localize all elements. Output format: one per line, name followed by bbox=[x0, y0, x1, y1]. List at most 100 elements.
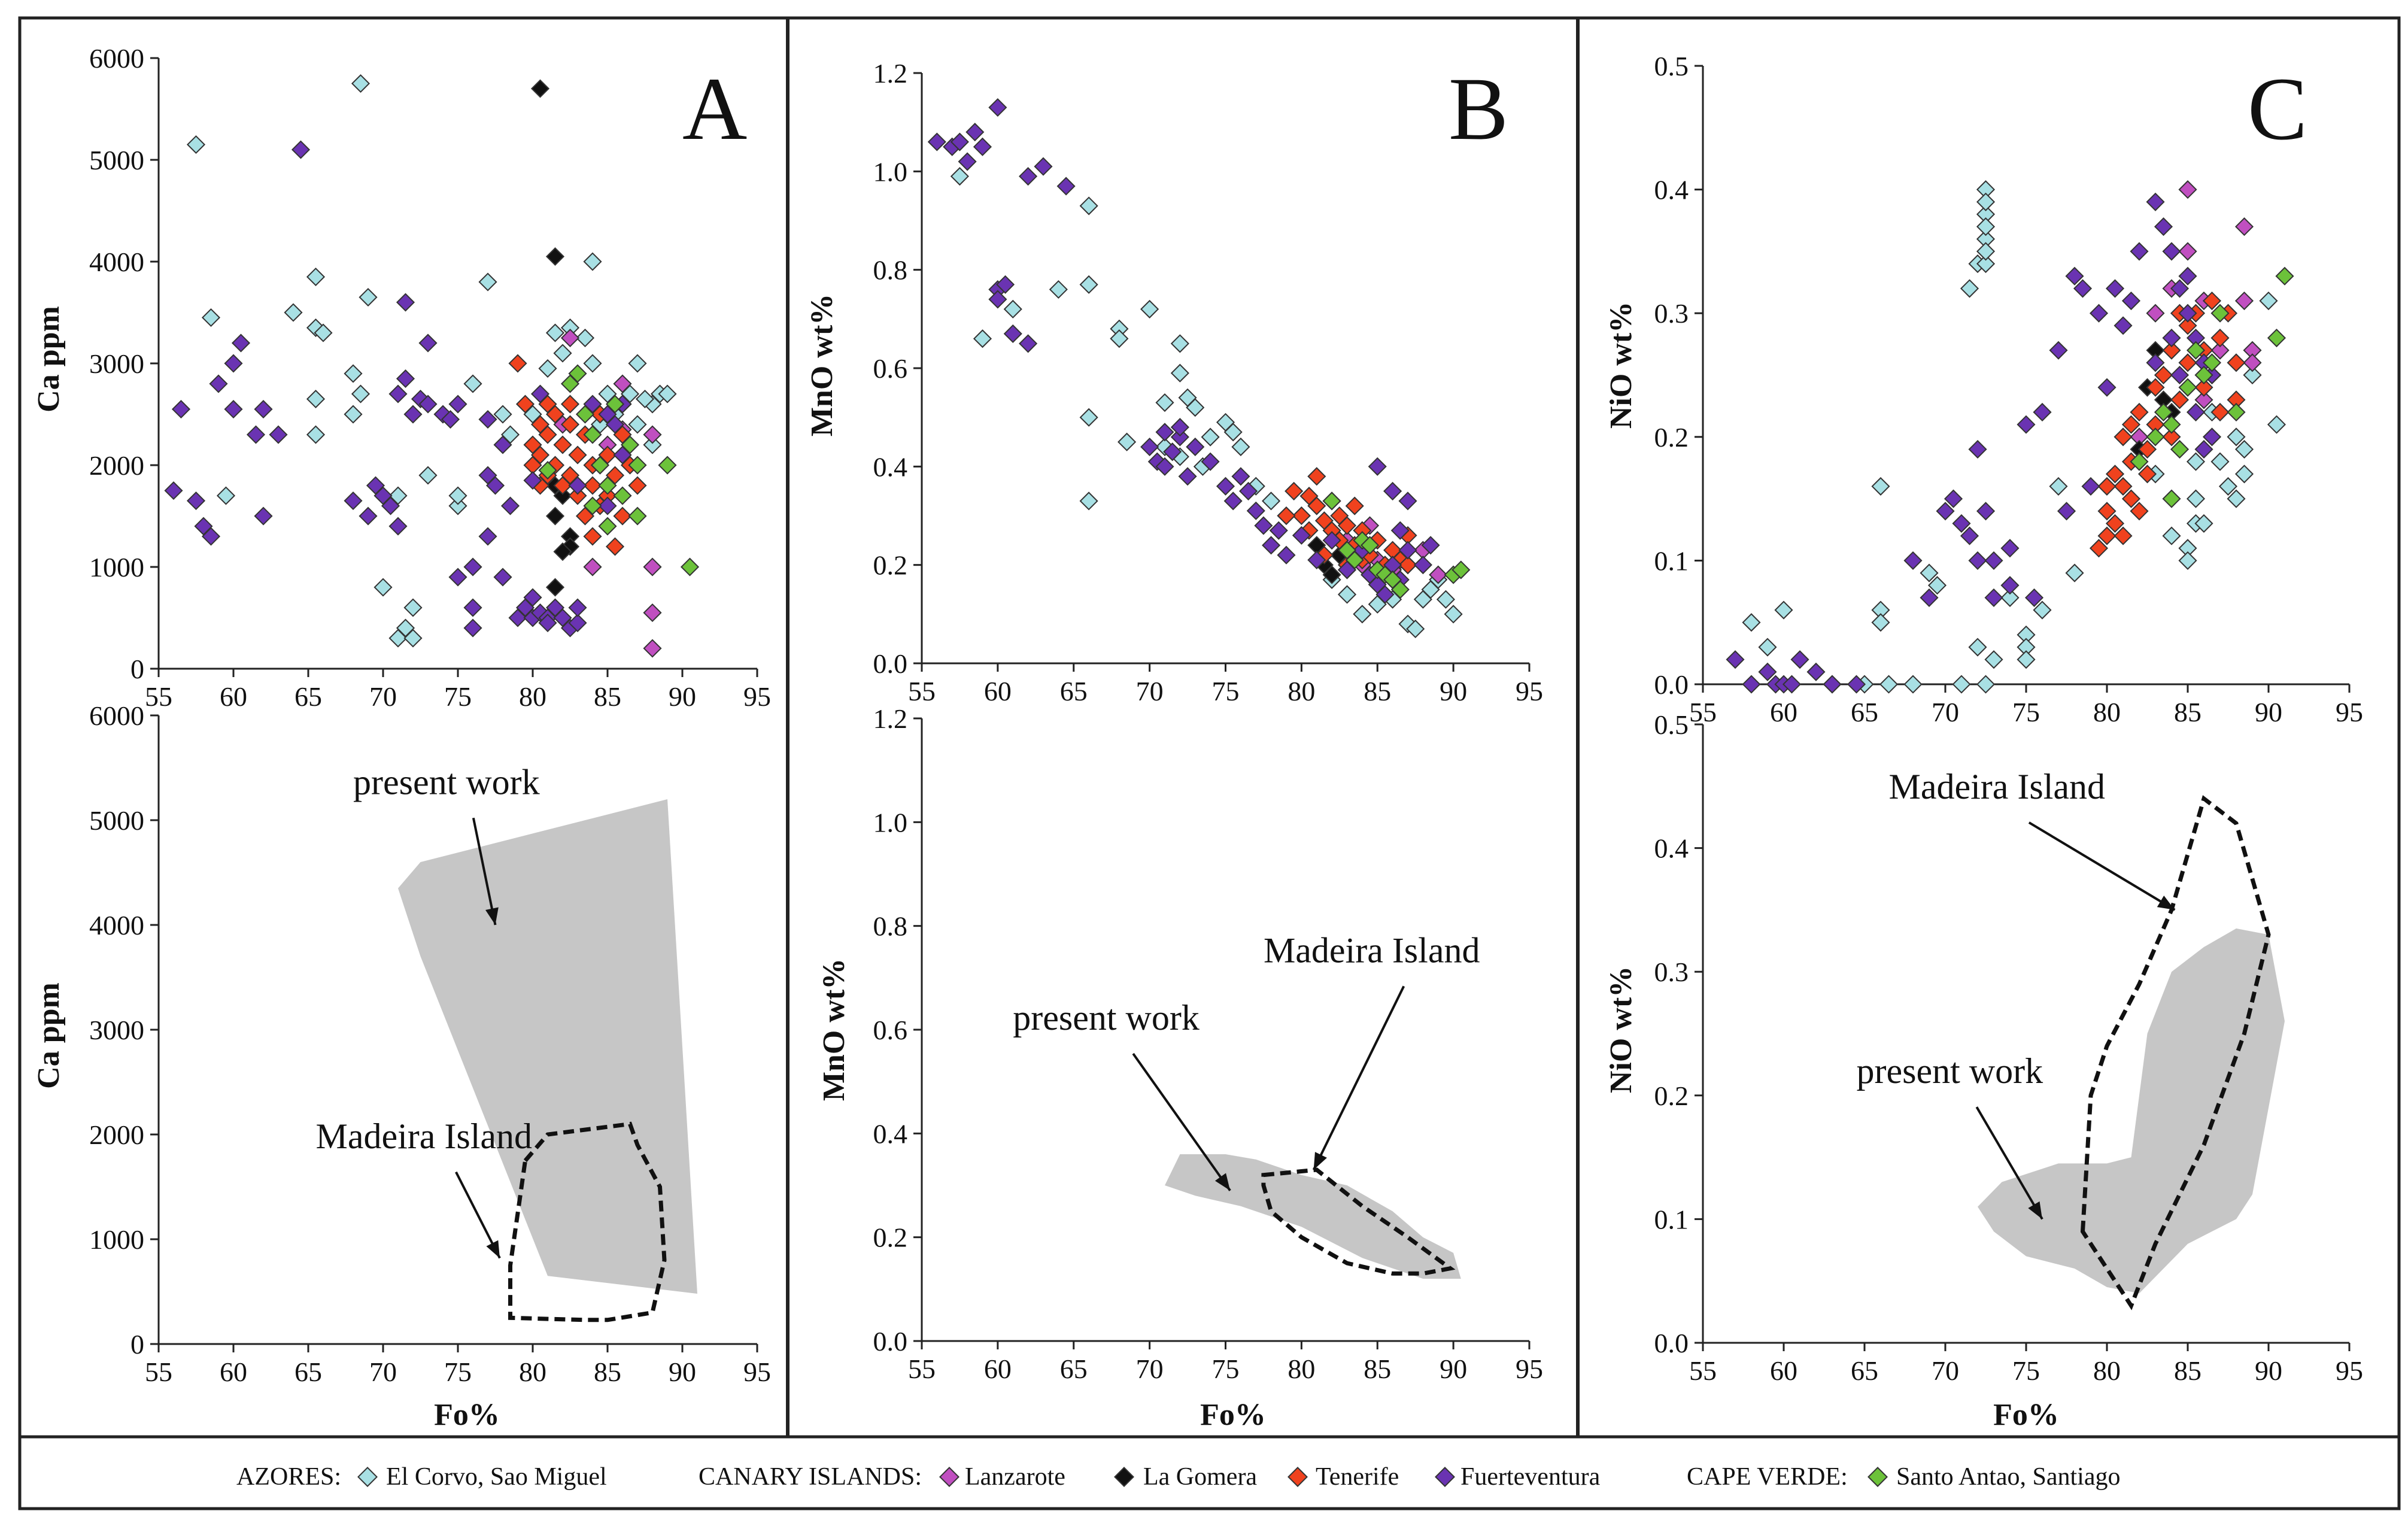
x-tick-label: 90 bbox=[2255, 697, 2282, 727]
point-tenerife bbox=[2137, 465, 2157, 484]
point-tenerife bbox=[2097, 502, 2117, 521]
point-fuerteventura bbox=[2121, 291, 2141, 311]
point-santo-antao-santiago bbox=[583, 425, 602, 444]
panel-letter-b: B bbox=[1449, 59, 1508, 159]
point-santo-antao-santiago bbox=[538, 460, 557, 480]
point-santo-antao-santiago bbox=[680, 557, 700, 577]
point-fuerteventura bbox=[1903, 551, 1923, 570]
point-fuerteventura bbox=[209, 374, 228, 393]
point-fuerteventura bbox=[1056, 177, 1076, 196]
point-el-corvo-sao-miguel bbox=[448, 496, 467, 515]
x-tick-label: 65 bbox=[1060, 676, 1088, 706]
point-tenerife bbox=[1277, 506, 1296, 526]
point-la-gomera bbox=[2146, 341, 2165, 360]
y-tick-label: 0.1 bbox=[1654, 1204, 1689, 1234]
point-lanzarote bbox=[2243, 341, 2262, 360]
x-tick-label: 85 bbox=[2174, 1355, 2201, 1386]
point-fuerteventura bbox=[1307, 550, 1326, 569]
point-el-corvo-sao-miguel bbox=[1110, 319, 1129, 338]
point-fuerteventura bbox=[418, 395, 438, 414]
point-el-corvo-sao-miguel bbox=[1920, 563, 1939, 583]
point-el-corvo-sao-miguel bbox=[344, 364, 363, 383]
point-fuerteventura bbox=[2033, 402, 2052, 422]
point-fuerteventura bbox=[1952, 514, 1971, 533]
point-tenerife bbox=[2130, 402, 2149, 422]
ylabel-c-bottom: NiO wt% bbox=[1604, 966, 1638, 1093]
annotation-arrow bbox=[2028, 821, 2176, 911]
point-tenerife bbox=[2130, 502, 2149, 521]
annotation-label: Madeira Island bbox=[316, 1117, 533, 1156]
point-fuerteventura bbox=[246, 425, 266, 444]
point-el-corvo-sao-miguel bbox=[493, 405, 512, 424]
point-fuerteventura bbox=[2186, 328, 2206, 348]
point-tenerife bbox=[2210, 328, 2230, 348]
point-el-corvo-sao-miguel bbox=[553, 344, 572, 363]
point-el-corvo-sao-miguel bbox=[583, 252, 602, 271]
legend-marker-la-gomera bbox=[1114, 1467, 1134, 1487]
x-tick-label: 85 bbox=[1364, 1354, 1391, 1384]
point-santo-antao-santiago bbox=[2227, 402, 2246, 422]
point-fuerteventura bbox=[2178, 266, 2197, 286]
point-fuerteventura bbox=[1375, 585, 1395, 604]
point-el-corvo-sao-miguel bbox=[1079, 275, 1098, 294]
point-lanzarote bbox=[560, 328, 580, 348]
point-tenerife bbox=[2170, 390, 2190, 409]
point-fuerteventura bbox=[463, 598, 482, 617]
point-el-corvo-sao-miguel bbox=[1079, 408, 1098, 427]
x-tick-label: 65 bbox=[1060, 1354, 1088, 1384]
point-fuerteventura bbox=[1806, 662, 1826, 681]
point-tenerife bbox=[613, 506, 632, 526]
point-el-corvo-sao-miguel bbox=[2218, 477, 2238, 496]
y-tick-label: 1.2 bbox=[873, 703, 908, 734]
point-santo-antao-santiago bbox=[2267, 328, 2286, 348]
point-el-corvo-sao-miguel bbox=[1436, 590, 1455, 609]
point-el-corvo-sao-miguel bbox=[2033, 600, 2052, 620]
y-tick-label: 0 bbox=[130, 1329, 144, 1360]
point-el-corvo-sao-miguel bbox=[2178, 539, 2197, 558]
point-el-corvo-sao-miguel bbox=[1976, 205, 1996, 224]
point-fuerteventura bbox=[1936, 502, 1955, 521]
point-el-corvo-sao-miguel bbox=[575, 328, 595, 348]
point-el-corvo-sao-miguel bbox=[1976, 242, 1996, 261]
point-tenerife bbox=[2162, 427, 2181, 447]
point-fuerteventura bbox=[1968, 551, 1987, 570]
x-tick-label: 55 bbox=[1689, 697, 1717, 727]
point-fuerteventura bbox=[448, 568, 467, 587]
x-tick-label: 65 bbox=[1851, 697, 1878, 727]
point-santo-antao-santiago bbox=[2194, 365, 2213, 385]
point-el-corvo-sao-miguel bbox=[560, 318, 580, 338]
point-fuerteventura bbox=[2194, 439, 2213, 459]
x-tick-label: 75 bbox=[444, 681, 472, 712]
point-el-corvo-sao-miguel bbox=[1170, 363, 1189, 383]
point-lanzarote bbox=[2243, 353, 2262, 372]
point-tenerife bbox=[2227, 390, 2246, 409]
point-tenerife bbox=[1398, 556, 1417, 575]
point-fuerteventura bbox=[1790, 650, 1809, 669]
point-lanzarote bbox=[2178, 242, 2197, 261]
point-fuerteventura bbox=[568, 613, 587, 633]
x-tick-label: 70 bbox=[1136, 676, 1164, 706]
x-tick-label: 85 bbox=[594, 681, 621, 712]
point-fuerteventura bbox=[1398, 541, 1417, 560]
point-fuerteventura bbox=[2073, 279, 2093, 298]
point-fuerteventura bbox=[1262, 536, 1281, 555]
y-tick-label: 0.0 bbox=[873, 648, 908, 679]
point-tenerife bbox=[1353, 521, 1372, 540]
y-tick-label: 0.6 bbox=[873, 353, 908, 384]
point-santo-antao-santiago bbox=[1361, 536, 1380, 555]
point-el-corvo-sao-miguel bbox=[1871, 613, 1890, 632]
point-santo-antao-santiago bbox=[568, 364, 587, 383]
y-tick-label: 0.5 bbox=[1654, 709, 1689, 740]
point-fuerteventura bbox=[254, 399, 273, 419]
point-el-corvo-sao-miguel bbox=[2259, 291, 2278, 311]
x-tick-label: 55 bbox=[145, 1357, 172, 1387]
point-lanzarote bbox=[2146, 304, 2165, 323]
plots: 55 60 65 70 75 80 85 90 95 0 1000 2000 3000 4000 5000 6… bbox=[89, 43, 2363, 1387]
annotation-label: Madeira Island bbox=[1889, 767, 2106, 806]
y-tick-label: 2000 bbox=[89, 1120, 144, 1150]
point-fuerteventura bbox=[958, 152, 977, 171]
point-tenerife bbox=[583, 476, 602, 495]
point-el-corvo-sao-miguel bbox=[1968, 638, 1987, 657]
point-fuerteventura bbox=[1034, 157, 1053, 176]
point-la-gomera bbox=[560, 527, 580, 546]
